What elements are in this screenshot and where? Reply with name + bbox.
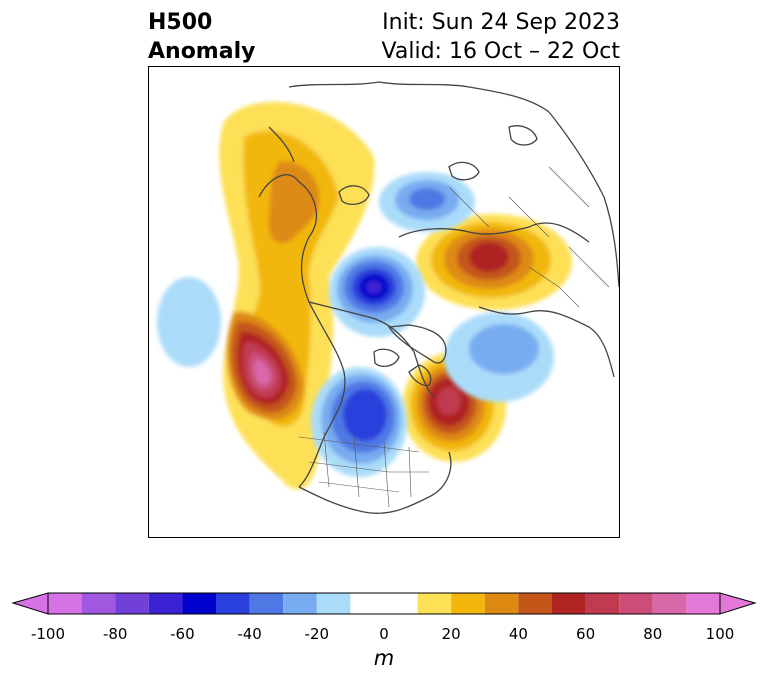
colorbar-segment xyxy=(81,593,116,614)
colorbar-tick-label: -60 xyxy=(170,625,195,643)
trough-north-atlantic xyxy=(444,312,554,402)
colorbar-segment xyxy=(283,593,317,614)
coastlines xyxy=(258,81,619,514)
colorbar-tick-label: -100 xyxy=(30,625,66,643)
colorbar-segment xyxy=(350,593,418,614)
colorbar-tick-label: 80 xyxy=(643,625,663,643)
colorbar-segment xyxy=(484,593,519,614)
colorbar-tick-label: -40 xyxy=(237,625,262,643)
trough-central-canada xyxy=(311,367,407,477)
chart-title-left: H500 Anomaly xyxy=(148,8,255,66)
colorbar-segment xyxy=(652,593,687,614)
trough-arctic-ocean xyxy=(329,247,425,337)
colorbar-segment xyxy=(518,593,552,614)
ridge-western-siberia xyxy=(416,214,572,310)
colorbar-segment xyxy=(585,593,620,614)
colorbar-segment xyxy=(451,593,485,614)
colorbar-extend-min xyxy=(11,592,49,615)
colorbar-segments xyxy=(48,593,720,614)
colorbar-segment xyxy=(619,593,653,614)
colorbar-tick-label: 0 xyxy=(379,625,389,643)
colorbar-frame xyxy=(47,592,721,615)
colorbar-segment xyxy=(216,593,250,614)
colorbar xyxy=(11,592,757,615)
colorbar-tick-label: 40 xyxy=(508,625,528,643)
colorbar-tick-label: -80 xyxy=(102,625,128,643)
colorbar-tick-label: -20 xyxy=(304,625,330,643)
colorbar-tick-label: 60 xyxy=(576,625,596,643)
political-borders xyxy=(298,166,610,508)
colorbar-segment xyxy=(417,593,452,614)
map-svg xyxy=(157,81,619,514)
colorbar-segment xyxy=(249,593,284,614)
anomaly-map xyxy=(148,66,620,538)
colorbar-segment xyxy=(552,593,586,614)
colorbar-segment xyxy=(48,593,82,614)
trough-pacific xyxy=(157,277,221,367)
colorbar-tick-label: 20 xyxy=(441,625,461,643)
colorbar-segment xyxy=(686,593,720,614)
title-variable: H500 xyxy=(148,10,213,35)
valid-period: Valid: 16 Oct – 22 Oct xyxy=(381,39,620,64)
chart-title-right: Init: Sun 24 Sep 2023 Valid: 16 Oct – 22… xyxy=(382,8,620,66)
colorbar-unit: m xyxy=(373,646,395,670)
init-date: Init: Sun 24 Sep 2023 xyxy=(382,10,620,35)
colorbar-tick-label: 100 xyxy=(705,625,735,643)
colorbar-segment xyxy=(316,593,351,614)
title-quantity: Anomaly xyxy=(148,39,256,64)
colorbar-segment xyxy=(148,593,183,614)
colorbar-extend-max xyxy=(719,592,757,615)
colorbar-segment xyxy=(182,593,216,614)
colorbar-segment xyxy=(115,593,149,614)
trough-siberia-north xyxy=(379,172,475,232)
